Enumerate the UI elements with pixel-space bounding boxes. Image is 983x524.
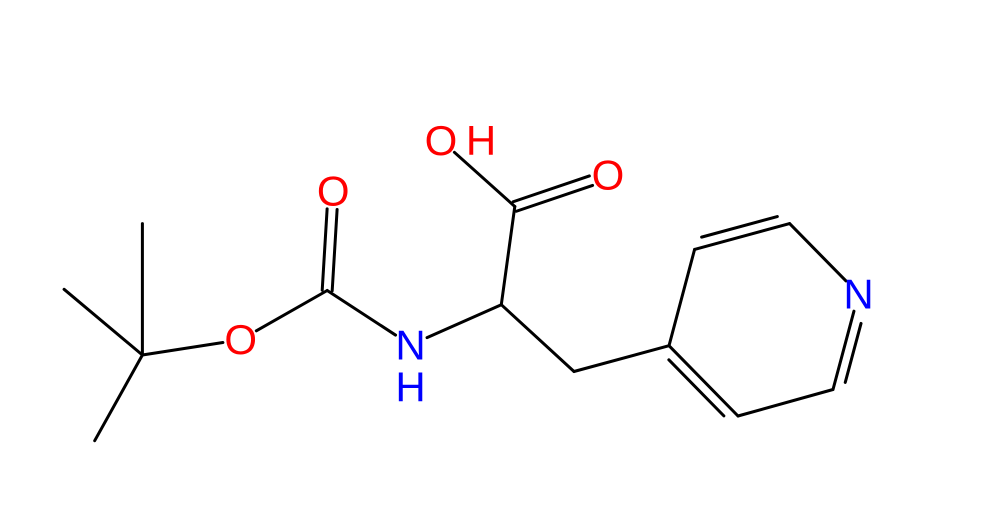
bond [669, 346, 738, 416]
bond [427, 305, 501, 338]
bond [501, 305, 574, 372]
molecule-diagram: OONHOOHN [0, 0, 983, 524]
atom-label-o: O [317, 168, 350, 215]
bond [322, 209, 327, 290]
bond [738, 390, 833, 417]
bond [501, 207, 515, 305]
bond [790, 224, 846, 281]
atom-label-h: H [466, 117, 496, 164]
bond [702, 217, 778, 238]
atom-label-h: H [395, 363, 425, 410]
atom-label-o: O [592, 151, 625, 198]
bond [669, 249, 695, 345]
atom-label-n: N [843, 270, 873, 317]
atom-label-n: N [395, 321, 425, 368]
atom-label-o: O [224, 316, 257, 363]
bond [95, 355, 143, 441]
bond [327, 291, 395, 336]
bond [332, 209, 337, 290]
bond [256, 291, 327, 331]
bond [142, 342, 223, 355]
bond [574, 346, 669, 372]
bond [833, 311, 854, 389]
bond [64, 289, 142, 355]
bond [669, 360, 724, 416]
atom-label-o: O [425, 117, 458, 164]
